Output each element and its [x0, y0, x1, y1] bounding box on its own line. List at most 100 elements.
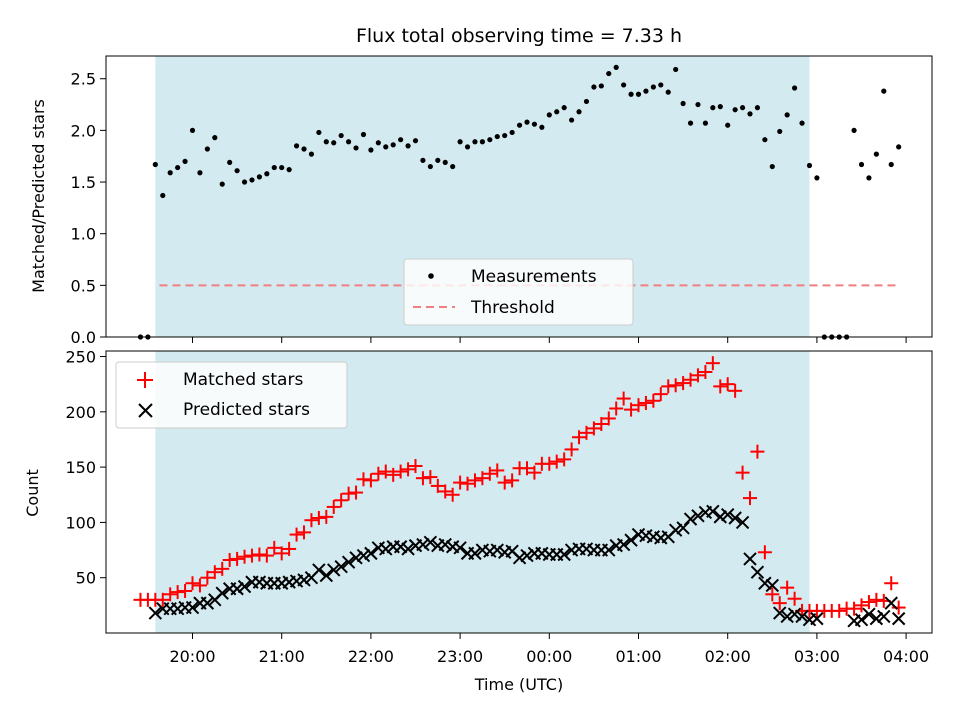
- top-panel: 0.0 0.5 1.0 1.5 2.0 2.5 Flux total observing …: [29, 25, 933, 347]
- matched-point: [356, 472, 371, 487]
- measurement-point: [739, 105, 746, 111]
- predicted-point: [185, 600, 200, 615]
- predicted-point: [237, 579, 252, 594]
- matched-point: [869, 592, 884, 607]
- matched-point: [638, 395, 653, 410]
- measurement-point: [583, 98, 590, 105]
- measurement-point: [658, 82, 664, 88]
- matched-point: [393, 464, 408, 479]
- matched-point: [631, 398, 646, 413]
- matched-point: [661, 379, 676, 394]
- matched-point: [572, 430, 587, 445]
- measurement-point: [264, 171, 270, 177]
- x-tick-label: 03:00: [794, 647, 840, 666]
- predicted-point: [787, 607, 802, 621]
- predicted-point: [720, 507, 735, 522]
- matched-point: [579, 425, 594, 440]
- matched-point: [259, 548, 274, 563]
- bottom-y-tick-label: 100: [65, 513, 96, 532]
- predicted-point: [364, 546, 378, 561]
- predicted-point: [877, 609, 891, 624]
- predicted-point: [602, 543, 616, 557]
- measurement-point: [777, 128, 783, 135]
- matched-point: [311, 510, 326, 525]
- measurement-point: [308, 151, 315, 157]
- measurement-point: [398, 137, 404, 143]
- measurement-point: [323, 139, 329, 145]
- predicted-point: [735, 515, 750, 530]
- matched-point: [542, 456, 557, 471]
- bottom-y-axis-label: Count: [23, 469, 42, 517]
- top-y-tick-label: 2.5: [71, 70, 96, 89]
- x-tick-label: 00:00: [526, 647, 572, 666]
- matched-point: [408, 459, 423, 474]
- matched-point: [401, 462, 416, 477]
- matched-point: [230, 551, 245, 566]
- predicted-point: [758, 576, 772, 590]
- measurement-point: [806, 162, 813, 169]
- measurement-point: [160, 192, 166, 199]
- measurement-point: [412, 138, 419, 144]
- matched-point: [334, 493, 349, 508]
- predicted-point: [557, 547, 571, 562]
- matched-point: [423, 470, 438, 485]
- matched-point: [743, 491, 757, 506]
- top-series-measurements: [137, 64, 902, 340]
- matched-point: [453, 475, 468, 490]
- measurement-point: [256, 174, 262, 180]
- predicted-point: [312, 563, 326, 577]
- measurement-point: [167, 170, 173, 176]
- measurement-point: [390, 142, 396, 148]
- top-y-axis-label: Matched/Predicted stars: [29, 99, 48, 293]
- measurement-point: [687, 120, 694, 126]
- predicted-point: [773, 606, 787, 620]
- x-tick-label: 23:00: [437, 647, 483, 666]
- measurement-point: [732, 107, 738, 113]
- matched-point: [490, 463, 505, 478]
- predicted-point: [423, 535, 438, 550]
- matched-point: [326, 499, 341, 514]
- measurement-point: [524, 119, 530, 125]
- bottom-y-ticks: 50 100 150 200 250: [65, 348, 106, 588]
- measurement-point: [502, 132, 508, 139]
- bottom-y-tick-label: 200: [65, 403, 96, 422]
- measurement-point: [383, 144, 389, 150]
- predicted-point: [334, 559, 348, 574]
- measurement-point: [851, 127, 857, 133]
- matched-point: [497, 475, 512, 490]
- matched-point: [289, 527, 304, 542]
- bottom-legend-box: [115, 361, 348, 429]
- measurement-point: [554, 109, 560, 115]
- predicted-point: [891, 611, 906, 626]
- measurement-point: [234, 168, 240, 174]
- matched-point: [847, 601, 862, 616]
- predicted-point: [616, 537, 631, 552]
- legend-matched-label: Matched stars: [183, 370, 303, 390]
- predicted-point: [810, 611, 824, 626]
- matched-point: [728, 383, 743, 398]
- measurement-point: [331, 140, 337, 146]
- matched-point: [772, 596, 787, 611]
- measurement-point: [435, 157, 441, 163]
- matched-point: [282, 541, 297, 556]
- matched-point: [780, 580, 795, 595]
- predicted-point: [624, 533, 638, 547]
- matched-point: [713, 379, 728, 394]
- predicted-point: [319, 568, 334, 583]
- matched-point: [586, 421, 601, 436]
- measurement-point: [487, 137, 493, 143]
- measurement-point: [360, 131, 367, 138]
- matched-point: [215, 561, 230, 576]
- measurement-point: [539, 124, 545, 130]
- measurement-point: [725, 122, 731, 128]
- matched-point: [594, 416, 609, 431]
- measurement-point: [405, 143, 411, 149]
- predicted-point: [862, 607, 876, 621]
- predicted-point: [148, 606, 163, 620]
- matched-point: [601, 411, 616, 426]
- measurement-point: [219, 181, 225, 187]
- matched-point: [438, 484, 453, 499]
- predicted-point: [780, 609, 794, 624]
- matched-point: [163, 587, 178, 602]
